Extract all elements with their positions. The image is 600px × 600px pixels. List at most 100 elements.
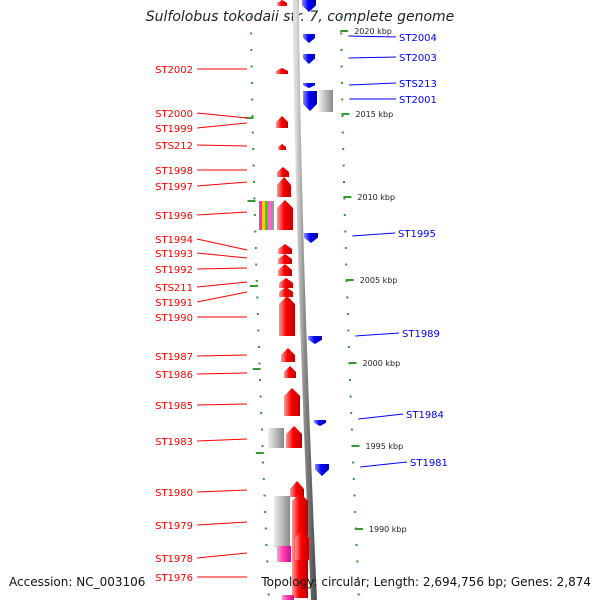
- gene-label-forward[interactable]: ST2002: [155, 65, 193, 76]
- gene-label-forward[interactable]: ST1976: [155, 573, 193, 584]
- forward-gene-arrow[interactable]: [278, 244, 292, 254]
- scale-label: 1995 kbp: [366, 442, 404, 451]
- label-leader-line: [196, 521, 248, 526]
- scale-label: 2005 kbp: [360, 276, 398, 285]
- minor-tick: [347, 346, 350, 348]
- forward-gene-arrow[interactable]: [277, 200, 293, 230]
- minor-tick: [349, 379, 351, 381]
- reverse-gene-arrow[interactable]: [303, 34, 315, 43]
- genome-backbone: [293, 0, 317, 600]
- gene-label-forward[interactable]: ST1983: [155, 437, 193, 448]
- gene-label-forward[interactable]: ST1996: [155, 211, 193, 222]
- minor-tick: [260, 428, 263, 431]
- label-leader-line: [196, 112, 248, 119]
- reverse-gene-arrow[interactable]: [302, 0, 316, 12]
- reverse-gene-arrow[interactable]: [303, 83, 315, 88]
- grey-feature[interactable]: [268, 428, 284, 448]
- minor-tick: [343, 181, 345, 183]
- rna-stripe[interactable]: [268, 201, 271, 230]
- minor-tick: [346, 296, 349, 299]
- forward-gene-arrow[interactable]: [278, 254, 292, 264]
- minor-tick: [262, 478, 265, 480]
- gene-label-reverse[interactable]: ST1984: [406, 410, 444, 421]
- gene-label-forward[interactable]: ST2000: [155, 109, 193, 120]
- label-leader-line: [348, 82, 397, 86]
- reverse-gene-arrow[interactable]: [304, 233, 318, 243]
- gene-label-reverse[interactable]: ST2003: [399, 53, 437, 64]
- forward-gene-arrow[interactable]: [279, 278, 293, 288]
- minor-tick: [344, 230, 347, 233]
- gene-label-forward[interactable]: ST1985: [155, 401, 193, 412]
- minor-tick: [266, 560, 269, 563]
- minor-tick: [344, 247, 347, 249]
- reverse-gene-arrow[interactable]: [314, 420, 326, 426]
- gene-label-forward[interactable]: ST1994: [155, 235, 193, 246]
- label-leader-line: [196, 238, 248, 251]
- gene-label-forward[interactable]: ST1993: [155, 249, 193, 260]
- label-leader-line: [348, 56, 397, 59]
- grey-feature[interactable]: [274, 496, 290, 548]
- forward-gene-arrow[interactable]: [279, 296, 295, 336]
- gene-label-reverse[interactable]: ST2001: [399, 95, 437, 106]
- minor-tick: [252, 164, 255, 167]
- forward-gene-arrow[interactable]: [276, 68, 288, 74]
- scale-label: 2015 kbp: [356, 110, 394, 119]
- gene-label-forward[interactable]: ST1986: [155, 370, 193, 381]
- reverse-gene-arrow[interactable]: [308, 336, 322, 344]
- rna-stripe[interactable]: [271, 201, 274, 230]
- label-leader-line: [196, 181, 248, 187]
- minor-tick: [250, 65, 253, 68]
- gene-label-forward[interactable]: ST1998: [155, 166, 193, 177]
- genome-title: Sulfolobus tokodaii str. 7, complete gen…: [145, 9, 455, 25]
- label-leader-line: [196, 403, 248, 406]
- forward-gene-arrow[interactable]: [278, 264, 292, 276]
- pink-feature[interactable]: [277, 546, 291, 562]
- pink-feature[interactable]: [282, 595, 294, 600]
- gene-label-forward[interactable]: ST1992: [155, 265, 193, 276]
- gene-label-forward[interactable]: STS212: [155, 141, 193, 152]
- label-leader-line: [355, 332, 400, 337]
- rna-stripe[interactable]: [259, 201, 262, 230]
- gene-label-forward[interactable]: ST1978: [155, 554, 193, 565]
- gene-label-reverse[interactable]: ST2004: [399, 33, 437, 44]
- gene-label-forward[interactable]: ST1979: [155, 521, 193, 532]
- forward-gene-arrow[interactable]: [277, 0, 287, 6]
- minor-tick: [340, 65, 343, 68]
- forward-gene-arrow[interactable]: [277, 177, 291, 197]
- rna-stripe[interactable]: [262, 201, 265, 230]
- reverse-gene-arrow[interactable]: [303, 91, 317, 111]
- gene-label-reverse[interactable]: ST1989: [402, 329, 440, 340]
- gene-label-forward[interactable]: ST1990: [155, 313, 193, 324]
- gene-label-reverse[interactable]: STS213: [399, 79, 437, 90]
- forward-gene-arrow[interactable]: [276, 116, 288, 128]
- forward-gene-arrow[interactable]: [284, 388, 300, 416]
- forward-gene-arrow[interactable]: [278, 144, 286, 150]
- grey-feature[interactable]: [319, 90, 333, 112]
- reverse-gene-arrow[interactable]: [303, 54, 315, 64]
- major-tick: [340, 30, 349, 32]
- forward-gene-arrow[interactable]: [286, 426, 302, 448]
- gene-label-forward[interactable]: ST1999: [155, 124, 193, 135]
- gene-label-forward[interactable]: ST1987: [155, 352, 193, 363]
- scale-label: 2000 kbp: [363, 359, 401, 368]
- minor-tick: [262, 461, 265, 464]
- label-leader-line: [196, 354, 248, 357]
- minor-tick: [341, 131, 344, 134]
- minor-tick: [350, 428, 353, 431]
- gene-label-forward[interactable]: ST1997: [155, 182, 193, 193]
- forward-gene-arrow[interactable]: [279, 287, 293, 297]
- gene-label-reverse[interactable]: ST1981: [410, 458, 448, 469]
- gene-label-forward[interactable]: STS211: [155, 283, 193, 294]
- forward-gene-arrow[interactable]: [295, 530, 309, 560]
- gene-label-reverse[interactable]: ST1995: [398, 229, 436, 240]
- forward-gene-arrow[interactable]: [290, 481, 304, 497]
- gene-label-forward[interactable]: ST1980: [155, 488, 193, 499]
- reverse-gene-arrow[interactable]: [315, 464, 329, 476]
- rna-stripe[interactable]: [265, 201, 268, 230]
- gene-label-forward[interactable]: ST1991: [155, 298, 193, 309]
- forward-gene-arrow[interactable]: [284, 366, 296, 378]
- label-leader-line: [196, 122, 248, 129]
- forward-gene-arrow[interactable]: [277, 167, 289, 177]
- forward-gene-arrow[interactable]: [281, 348, 295, 362]
